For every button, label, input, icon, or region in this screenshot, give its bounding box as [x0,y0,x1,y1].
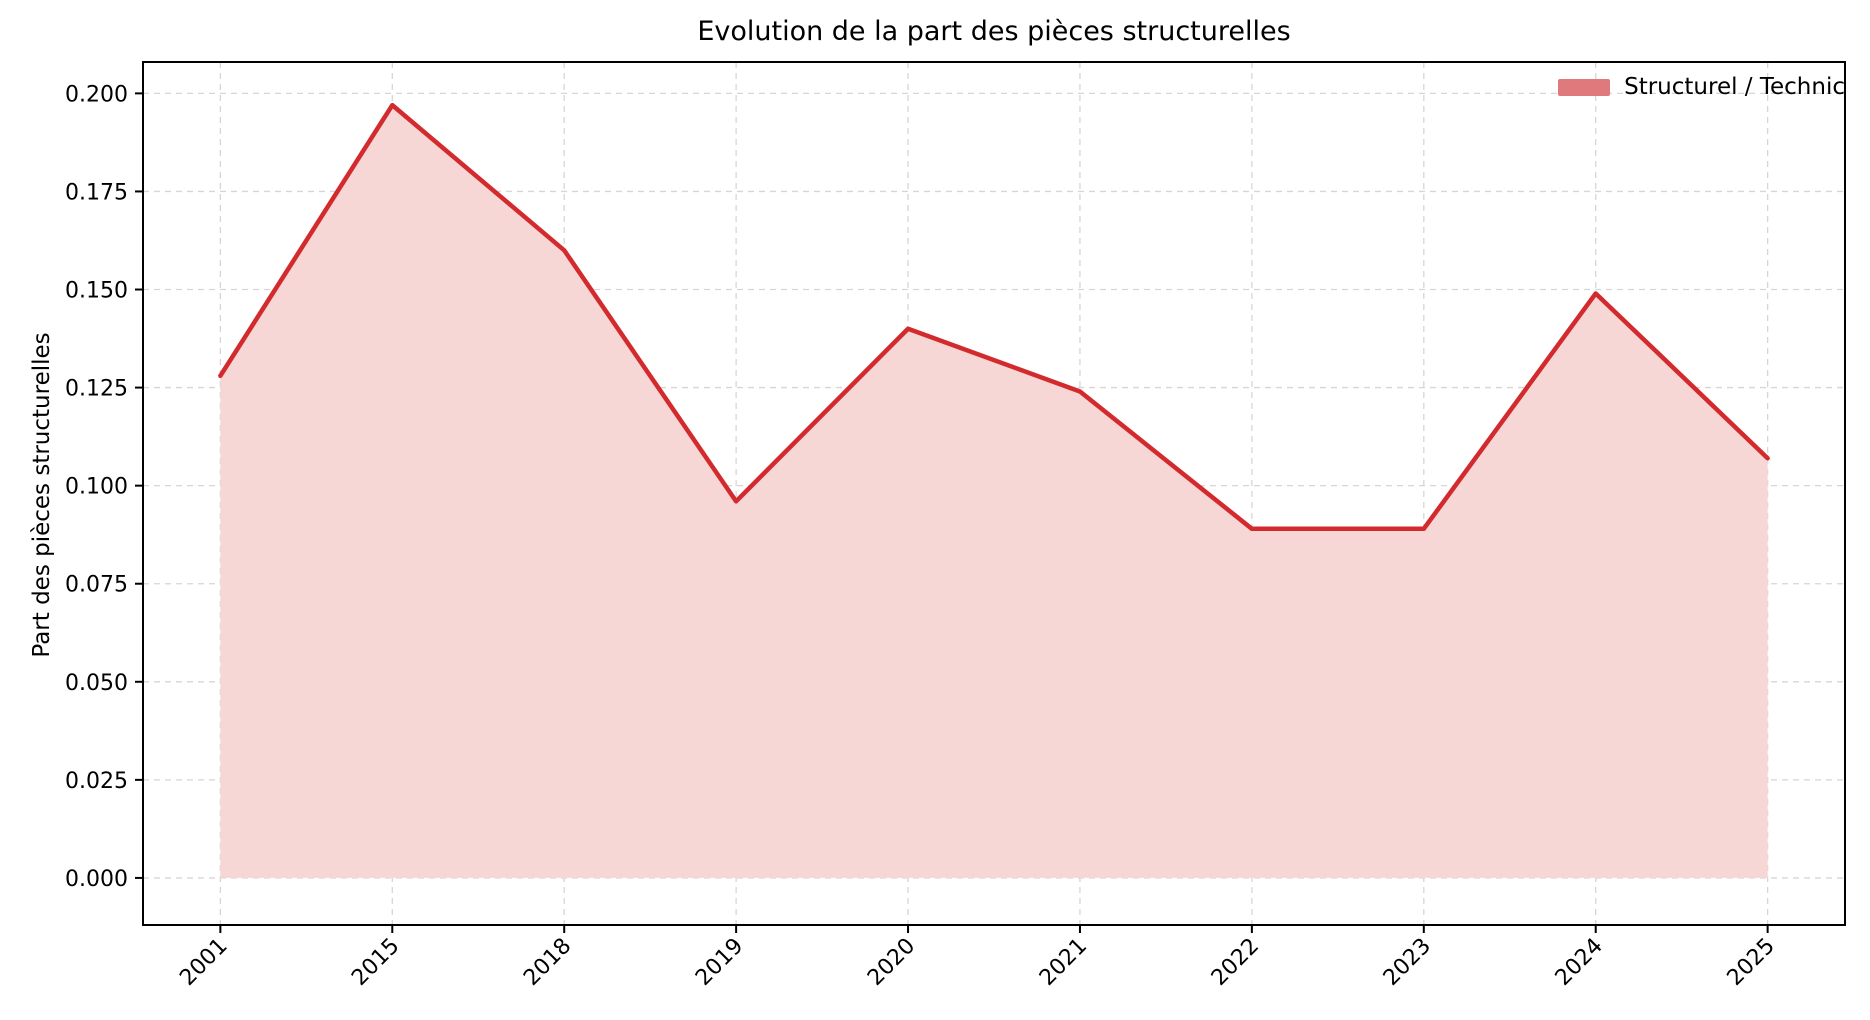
x-tick-label: 2022 [1207,934,1264,991]
x-tick-label: 2015 [347,934,404,991]
y-tick-label: 0.050 [65,671,128,696]
series-area [220,105,1768,878]
legend: Structurel / Technic [1558,74,1845,100]
chart-title: Evolution de la part des pièces structur… [697,16,1291,47]
y-tick-label: 0.175 [65,180,128,205]
axes-spines [142,61,1846,926]
x-tick-label: 2024 [1551,934,1608,991]
y-tick-label: 0.075 [65,573,128,598]
legend-swatch-icon [1558,78,1611,96]
y-tick-label: 0.125 [65,377,128,402]
x-tick-label: 2019 [691,934,748,991]
x-tick-label: 2018 [519,934,576,991]
x-tick-label: 2023 [1379,934,1436,991]
x-tick-label: 2020 [863,934,920,991]
y-tick-label: 0.025 [65,769,128,794]
y-tick-label: 0.000 [65,867,128,892]
y-tick-label: 0.100 [65,475,128,500]
x-tick-label: 2001 [175,934,232,991]
series-line [218,102,1770,532]
y-tick-label: 0.150 [65,279,128,304]
x-tick-label: 2021 [1035,934,1092,991]
x-tick-label: 2025 [1723,934,1780,991]
y-tick-label: 0.200 [65,82,128,107]
legend-label: Structurel / Technic [1624,74,1845,100]
